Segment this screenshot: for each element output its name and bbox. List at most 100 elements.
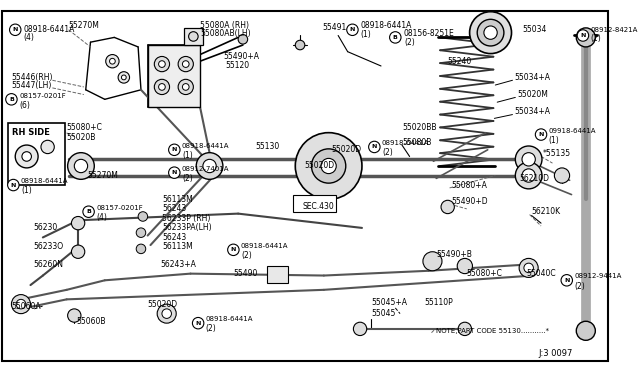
Circle shape bbox=[193, 317, 204, 329]
Circle shape bbox=[484, 26, 497, 39]
Bar bbox=[184, 28, 203, 45]
Text: (2): (2) bbox=[574, 282, 585, 291]
Text: 55020M: 55020M bbox=[517, 90, 548, 99]
Text: 08918-6441A: 08918-6441A bbox=[21, 178, 68, 184]
Text: N: N bbox=[13, 27, 18, 32]
Text: 55040C: 55040C bbox=[527, 269, 556, 278]
Circle shape bbox=[8, 179, 19, 191]
Circle shape bbox=[68, 153, 94, 179]
Circle shape bbox=[295, 133, 362, 199]
Circle shape bbox=[457, 259, 472, 274]
Text: 55270M: 55270M bbox=[88, 171, 118, 180]
Bar bbox=[293, 195, 336, 212]
Text: 55045: 55045 bbox=[371, 309, 396, 318]
Circle shape bbox=[178, 79, 193, 94]
Text: N: N bbox=[580, 33, 586, 38]
Text: 09918-6441A: 09918-6441A bbox=[548, 128, 596, 134]
Text: 55490+B: 55490+B bbox=[436, 250, 472, 259]
Circle shape bbox=[74, 159, 88, 173]
Text: 08918-6441A: 08918-6441A bbox=[241, 243, 289, 249]
Circle shape bbox=[138, 212, 148, 221]
Text: 08918-6441A: 08918-6441A bbox=[360, 22, 412, 31]
Text: (2): (2) bbox=[404, 38, 415, 46]
Circle shape bbox=[68, 309, 81, 322]
Text: *55135: *55135 bbox=[543, 149, 571, 158]
Circle shape bbox=[577, 30, 589, 41]
Circle shape bbox=[519, 259, 538, 278]
Text: 56233PA(LH): 56233PA(LH) bbox=[162, 224, 212, 232]
Text: 08918-6441A: 08918-6441A bbox=[182, 143, 229, 149]
Text: 55270M: 55270M bbox=[68, 22, 99, 31]
Text: (1): (1) bbox=[548, 136, 559, 145]
Text: 55490: 55490 bbox=[234, 269, 258, 278]
Text: 56233O: 56233O bbox=[33, 243, 63, 251]
Circle shape bbox=[576, 28, 595, 47]
Circle shape bbox=[109, 58, 115, 64]
Circle shape bbox=[162, 309, 172, 318]
Circle shape bbox=[561, 275, 572, 286]
Circle shape bbox=[12, 295, 31, 314]
Bar bbox=[8, 123, 65, 185]
Circle shape bbox=[470, 12, 511, 54]
Text: 08918-6441A: 08918-6441A bbox=[24, 25, 75, 34]
Circle shape bbox=[295, 40, 305, 50]
Text: 55240: 55240 bbox=[448, 57, 472, 66]
Circle shape bbox=[10, 24, 21, 35]
Text: 55020B: 55020B bbox=[67, 133, 96, 142]
Text: B: B bbox=[393, 35, 397, 40]
Text: 56260N: 56260N bbox=[33, 260, 63, 269]
Text: 56210D: 56210D bbox=[519, 174, 549, 183]
Circle shape bbox=[168, 144, 180, 155]
Circle shape bbox=[576, 321, 595, 340]
Text: N: N bbox=[172, 147, 177, 152]
Text: 56243: 56243 bbox=[162, 204, 186, 214]
Circle shape bbox=[515, 162, 542, 189]
Text: 55490+A: 55490+A bbox=[224, 52, 260, 61]
Circle shape bbox=[22, 152, 31, 161]
Text: 08912-9441A: 08912-9441A bbox=[574, 273, 621, 279]
Circle shape bbox=[15, 145, 38, 168]
Text: 55080+C: 55080+C bbox=[67, 124, 102, 132]
Text: 55060A: 55060A bbox=[12, 302, 41, 311]
Text: 08912-7401A: 08912-7401A bbox=[182, 166, 229, 172]
Text: (2): (2) bbox=[241, 251, 252, 260]
Text: (2): (2) bbox=[205, 324, 216, 333]
Circle shape bbox=[228, 244, 239, 256]
Circle shape bbox=[196, 153, 223, 179]
Text: N: N bbox=[538, 132, 544, 137]
Text: N: N bbox=[564, 278, 570, 283]
Circle shape bbox=[41, 140, 54, 154]
Text: (2): (2) bbox=[591, 34, 602, 43]
Circle shape bbox=[477, 19, 504, 46]
Text: 55034+A: 55034+A bbox=[515, 107, 550, 116]
Text: (1): (1) bbox=[360, 30, 371, 39]
Circle shape bbox=[535, 129, 547, 140]
Text: RH SIDE: RH SIDE bbox=[12, 128, 51, 137]
Text: 08157-0201F: 08157-0201F bbox=[96, 205, 143, 211]
Text: (2): (2) bbox=[382, 148, 393, 157]
Bar bbox=[267, 266, 287, 283]
Bar bbox=[148, 45, 200, 107]
Text: 55110P: 55110P bbox=[424, 298, 452, 307]
Circle shape bbox=[106, 55, 119, 68]
Text: 55020D: 55020D bbox=[332, 145, 362, 154]
Circle shape bbox=[312, 149, 346, 183]
Text: 55130: 55130 bbox=[255, 142, 280, 151]
Text: 56233P (RH): 56233P (RH) bbox=[162, 214, 211, 223]
Text: 55034+A: 55034+A bbox=[515, 73, 550, 82]
Circle shape bbox=[554, 168, 570, 183]
Text: NOTE,PART CODE 55130...........*: NOTE,PART CODE 55130...........* bbox=[436, 328, 549, 334]
Circle shape bbox=[159, 84, 165, 90]
Text: 56230: 56230 bbox=[33, 224, 58, 232]
Circle shape bbox=[83, 206, 94, 217]
Circle shape bbox=[182, 61, 189, 67]
Circle shape bbox=[168, 167, 180, 179]
Text: 56113M: 56113M bbox=[162, 195, 193, 204]
Text: 55080A (RH): 55080A (RH) bbox=[200, 22, 249, 31]
Circle shape bbox=[203, 159, 216, 173]
Text: 55080+C: 55080+C bbox=[467, 269, 502, 278]
Circle shape bbox=[522, 169, 535, 182]
Text: B: B bbox=[86, 209, 91, 214]
Text: (1): (1) bbox=[21, 186, 32, 195]
Text: 56113M: 56113M bbox=[162, 243, 193, 251]
